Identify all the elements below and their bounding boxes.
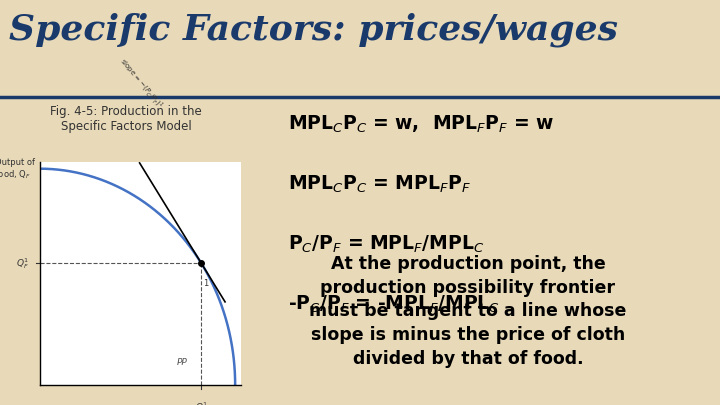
Text: At the production point, the
production possibility frontier
must be tangent to : At the production point, the production … (310, 255, 626, 368)
Text: PP: PP (176, 358, 187, 367)
Text: $Q_F^1$: $Q_F^1$ (17, 256, 30, 271)
Text: P$_C$/P$_F$ = MPL$_F$/MPL$_C$: P$_C$/P$_F$ = MPL$_F$/MPL$_C$ (288, 233, 485, 255)
Text: Specific Factors: prices/wages: Specific Factors: prices/wages (9, 12, 618, 47)
Text: slope = $-(P_C/P_F)^1$: slope = $-(P_C/P_F)^1$ (116, 56, 166, 111)
Text: MPL$_C$P$_C$ = w,  MPL$_F$P$_F$ = w: MPL$_C$P$_C$ = w, MPL$_F$P$_F$ = w (288, 113, 554, 135)
Text: Fig. 4-5: Production in the
Specific Factors Model: Fig. 4-5: Production in the Specific Fac… (50, 105, 202, 133)
Text: $Q_C^1$: $Q_C^1$ (194, 400, 208, 405)
Text: -P$_C$/P$_F$ = -MPL$_F$/MPL$_C$: -P$_C$/P$_F$ = -MPL$_F$/MPL$_C$ (288, 293, 500, 315)
Text: 1: 1 (203, 279, 208, 288)
Text: MPL$_C$P$_C$ = MPL$_F$P$_F$: MPL$_C$P$_C$ = MPL$_F$P$_F$ (288, 173, 471, 195)
Text: Output of
food, Q$_F$: Output of food, Q$_F$ (0, 158, 35, 181)
